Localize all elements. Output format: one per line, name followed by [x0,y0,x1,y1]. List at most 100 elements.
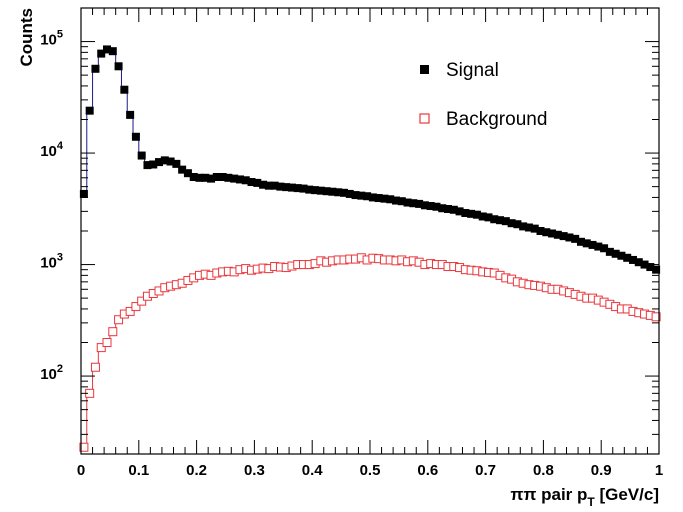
data-point-signal [571,234,580,243]
data-point-signal [79,189,88,198]
data-point-signal [276,182,285,191]
data-point-signal [241,176,250,185]
legend-marker-background [419,113,430,124]
x-axis-title-main: ππ pair p [510,485,587,504]
data-point-signal [126,110,135,119]
legend: Signal Background [419,60,547,130]
y-tick-label: 104 [40,140,64,160]
y-tick-label-exponent: 3 [57,252,63,264]
data-point-signal [322,187,331,196]
x-axis-title-subscript: T [587,495,595,509]
data-point-signal [380,194,389,203]
data-point-signal [617,251,626,260]
data-point-signal [461,209,470,218]
data-point-background [125,306,135,316]
data-point-signal [230,174,239,183]
data-point-signal [386,195,395,204]
data-point-signal [311,186,320,195]
series-layer [79,45,661,454]
data-point-background [114,315,124,325]
data-point-signal [455,207,464,216]
data-point-signal [178,165,187,174]
data-point-signal [305,185,314,194]
data-point-signal [392,196,401,205]
data-point-signal [131,132,140,141]
data-point-signal [420,201,429,210]
data-point-signal [444,205,453,214]
x-tick-label: 0.1 [128,462,149,479]
data-point-signal [472,210,481,219]
data-point-signal [264,181,273,190]
legend-marker-signal [420,65,429,74]
data-point-signal [467,209,476,218]
data-point-signal [183,169,192,178]
data-point-signal [368,193,377,202]
data-point-signal [166,157,175,166]
data-point-signal [490,215,499,224]
data-point-signal [195,173,204,182]
data-point-background [79,442,89,452]
y-tick-label-base: 10 [40,255,57,272]
x-tick-label: 0.5 [360,462,381,479]
y-tick-label-base: 10 [40,366,57,383]
data-point-signal [530,224,539,233]
y-tick-label-exponent: 5 [57,29,63,41]
data-point-signal [501,217,510,226]
x-tick-label: 0.9 [591,462,612,479]
data-point-signal [293,184,302,193]
y-tick-label-base: 10 [40,143,57,160]
x-tick-label: 0.3 [244,462,265,479]
data-point-signal [247,178,256,187]
data-point-signal [155,158,164,167]
data-point-signal [339,188,348,197]
data-point-signal [103,45,112,54]
data-point-signal [201,173,210,182]
data-point-signal [611,249,620,258]
data-point-signal [507,219,516,228]
y-tick-label: 102 [40,363,63,383]
data-point-signal [409,199,418,208]
data-point-signal [351,191,360,200]
data-point-signal [363,192,372,201]
data-point-signal [594,242,603,251]
data-point-signal [374,194,383,203]
data-point-background [131,302,141,312]
data-point-signal [328,187,337,196]
x-tick-label: 0.7 [475,462,496,479]
data-point-signal [114,62,123,71]
legend-item-background: Background [419,109,547,130]
data-point-signal [484,213,493,222]
data-point-background [96,343,106,353]
data-point-signal [524,223,533,232]
data-point-signal [478,212,487,221]
data-point-signal [496,216,505,225]
data-point-signal [345,189,354,198]
data-point-background [90,362,100,372]
y-tick-label-base: 10 [40,32,57,49]
x-axis-title-unit: [GeV/c] [595,485,659,504]
data-point-background [108,327,118,337]
data-point-signal [137,151,146,160]
y-tick-label-exponent: 2 [57,363,63,375]
data-point-signal [97,49,106,58]
x-tick-label: 1 [655,462,663,479]
x-axis-tick-labels: 0 0.1 0.2 0.3 0.4 0.5 0.6 0.7 0.8 0.9 1 [77,462,663,479]
data-point-signal [120,85,129,94]
data-point-signal [160,156,169,165]
data-point-signal [628,255,637,264]
x-tick-label: 0 [77,462,85,479]
data-point-signal [415,199,424,208]
data-point-signal [553,230,562,239]
data-point-signal [334,188,343,197]
data-point-signal [600,244,609,253]
y-tick-label: 103 [40,252,63,272]
data-point-signal [449,205,458,214]
data-point-signal [548,229,557,238]
x-tick-label: 0.8 [533,462,554,479]
data-point-signal [565,233,574,242]
legend-label-signal: Signal [446,60,499,81]
data-point-background [651,312,661,322]
data-point-signal [224,173,233,182]
data-point-signal [316,186,325,195]
x-tick-label: 0.6 [417,462,438,479]
